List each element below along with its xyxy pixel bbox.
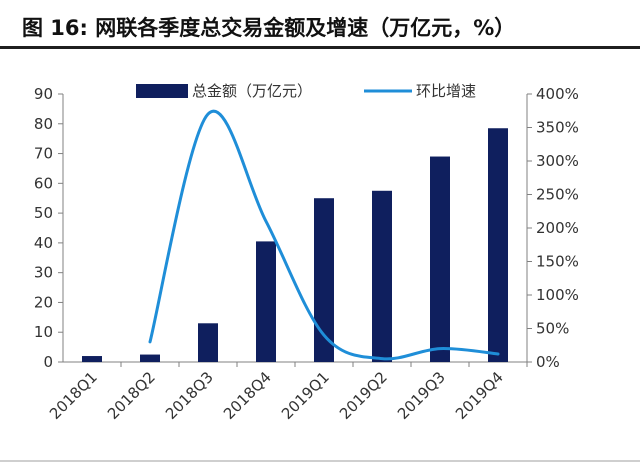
y-right-tick-label: 250% — [536, 186, 579, 204]
legend-bar-swatch — [136, 84, 188, 98]
bar — [430, 156, 450, 362]
x-tick-label: 2019Q2 — [336, 368, 391, 423]
y-right-tick-label: 300% — [536, 152, 579, 170]
bar — [82, 356, 102, 362]
y-right-tick-label: 350% — [536, 119, 579, 137]
bar — [372, 190, 392, 362]
chart: 0 10 20 30 40 50 60 70 80 90 0% 50% 100% 150% 200% 250%… — [34, 82, 579, 423]
y-right-tick-label: 0% — [536, 353, 560, 371]
bar — [314, 198, 334, 362]
y-right-tick-label: 100% — [536, 286, 579, 304]
title-bar: 图 16: 网联各季度总交易金额及增速（万亿元，%） — [0, 0, 640, 50]
x-tick-label: 2018Q1 — [46, 368, 101, 423]
y-left-tick-label: 40 — [34, 234, 53, 252]
x-tick-label: 2018Q4 — [220, 368, 275, 423]
bar — [140, 354, 160, 362]
title-underline — [0, 46, 640, 49]
y-left-tick-label: 70 — [34, 145, 53, 163]
bar — [488, 128, 508, 362]
chart-title: 图 16: 网联各季度总交易金额及增速（万亿元，%） — [22, 16, 516, 40]
x-tick-label: 2019Q3 — [394, 368, 449, 423]
y-right-tick-label: 400% — [536, 85, 579, 103]
y-right-tick-label: 50% — [536, 320, 569, 338]
bar — [256, 241, 276, 362]
y-left-tick-label: 10 — [34, 323, 53, 341]
legend-bar-label: 总金额（万亿元） — [192, 82, 312, 100]
y-left-tick-label: 80 — [34, 115, 53, 133]
y-right-tick-label: 200% — [536, 219, 579, 237]
y-left-tick-label: 30 — [34, 264, 53, 282]
legend-line-label: 环比增速 — [416, 82, 476, 100]
y-left-tick-label: 90 — [34, 85, 53, 103]
x-tick-label: 2018Q3 — [162, 368, 217, 423]
bar — [198, 323, 218, 362]
growth-line — [148, 109, 500, 361]
y-left-tick-label: 60 — [34, 174, 53, 192]
x-tick-label: 2018Q2 — [104, 368, 159, 423]
x-tick-label: 2019Q4 — [452, 368, 507, 423]
y-left-tick-label: 50 — [34, 204, 53, 222]
y-right-tick-label: 150% — [536, 253, 579, 271]
y-left-tick-label: 20 — [34, 293, 53, 311]
bottom-divider — [0, 460, 640, 462]
x-tick-label: 2019Q1 — [278, 368, 333, 423]
y-left-tick-label: 0 — [43, 353, 53, 371]
